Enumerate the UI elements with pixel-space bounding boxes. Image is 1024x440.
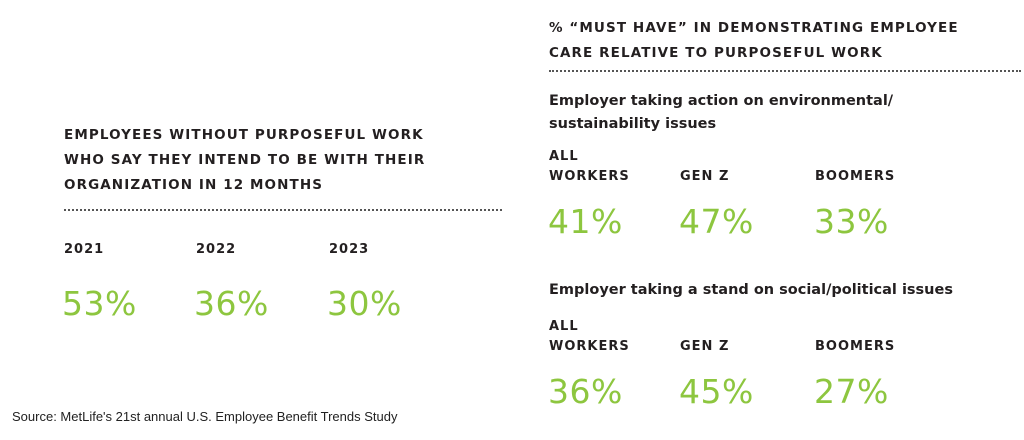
percent-value: 33% <box>814 202 889 241</box>
column-label-line: ALL <box>549 319 579 334</box>
section-title-line: Employer taking a stand on social/politi… <box>549 282 953 298</box>
percent-value: 45% <box>679 372 754 411</box>
right-heading-line: % “MUST HAVE” IN DEMONSTRATING EMPLOYEE <box>549 20 959 36</box>
percent-value: 36% <box>194 284 269 323</box>
column-label: ALL WORKERS <box>549 317 630 357</box>
section-title: Employer taking a stand on social/politi… <box>549 279 953 302</box>
section-title-line: sustainability issues <box>549 116 717 132</box>
year-label: 2023 <box>329 242 370 257</box>
section-title-line: Employer taking action on environmental/ <box>549 93 894 109</box>
column-label-line: WORKERS <box>549 169 630 184</box>
percent-value: 30% <box>327 284 402 323</box>
left-heading-line: EMPLOYEES WITHOUT PURPOSEFUL WORK <box>64 127 424 143</box>
right-heading-line: CARE RELATIVE TO PURPOSEFUL WORK <box>549 45 883 61</box>
year-label: 2022 <box>196 242 237 257</box>
column-label: BOOMERS <box>815 169 896 184</box>
percent-value: 36% <box>548 372 623 411</box>
column-label-line: WORKERS <box>549 339 630 354</box>
left-heading-line: ORGANIZATION IN 12 MONTHS <box>64 177 324 193</box>
source-note: Source: MetLife's 21st annual U.S. Emplo… <box>12 409 398 424</box>
left-heading-line: WHO SAY THEY INTEND TO BE WITH THEIR <box>64 152 426 168</box>
percent-value: 41% <box>548 202 623 241</box>
divider <box>64 209 502 211</box>
column-label-line: ALL <box>549 149 579 164</box>
percent-value: 27% <box>814 372 889 411</box>
column-label: BOOMERS <box>815 339 896 354</box>
column-label: GEN Z <box>680 169 730 184</box>
column-label: ALL WORKERS <box>549 147 630 187</box>
percent-value: 53% <box>62 284 137 323</box>
right-heading: % “MUST HAVE” IN DEMONSTRATING EMPLOYEE … <box>549 16 959 66</box>
divider <box>549 70 1021 72</box>
column-label: GEN Z <box>680 339 730 354</box>
percent-value: 47% <box>679 202 754 241</box>
year-label: 2021 <box>64 242 105 257</box>
left-heading: EMPLOYEES WITHOUT PURPOSEFUL WORK WHO SA… <box>64 123 425 198</box>
section-title: Employer taking action on environmental/… <box>549 90 893 136</box>
